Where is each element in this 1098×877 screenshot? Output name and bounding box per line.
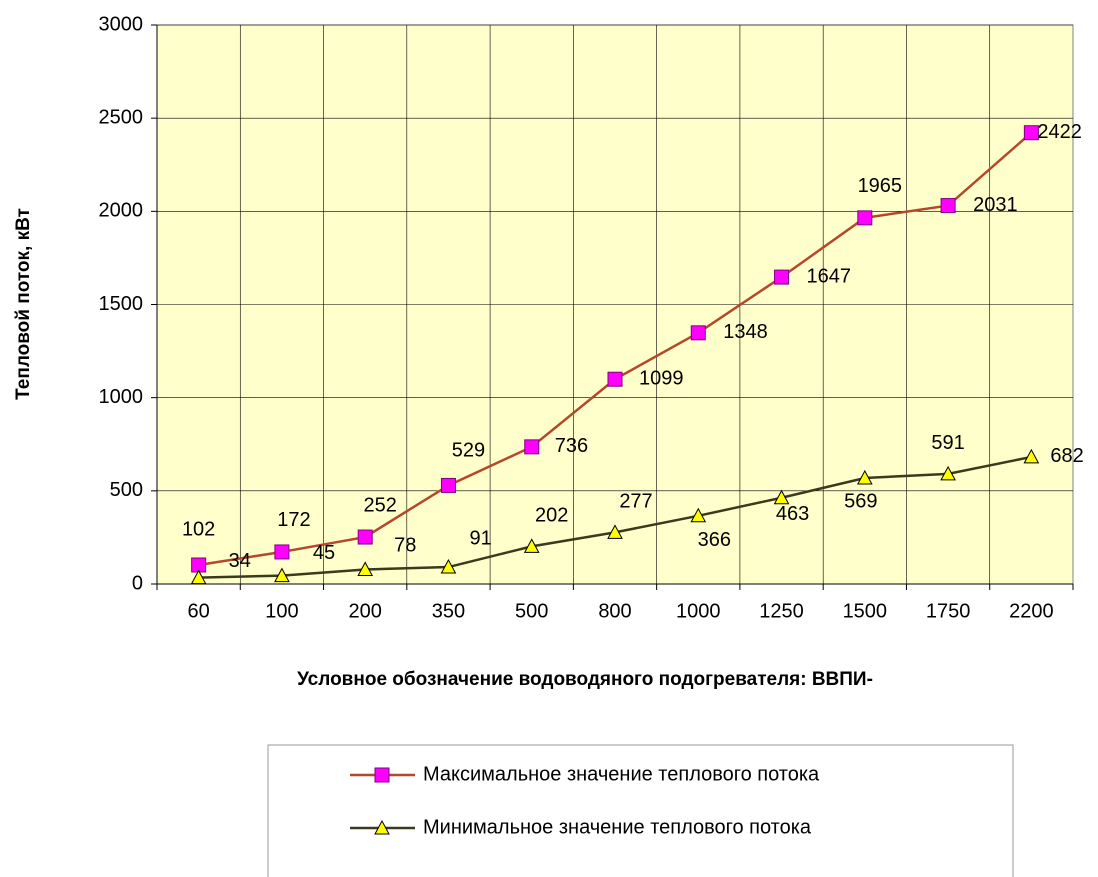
x-tick-label: 100 <box>265 600 298 622</box>
data-label: 2031 <box>973 194 1018 216</box>
legend-marker <box>374 819 390 835</box>
data-label: 682 <box>1050 445 1083 467</box>
data-label: 529 <box>452 440 485 462</box>
data-point <box>440 558 457 574</box>
data-label: 2422 <box>1037 121 1082 143</box>
legend-marker <box>374 767 390 783</box>
data-point <box>607 524 623 539</box>
y-tick-label: 3000 <box>99 13 144 35</box>
x-tick-label: 500 <box>515 600 548 622</box>
y-tick-label: 2000 <box>99 200 144 222</box>
legend-box <box>267 744 1014 877</box>
data-point <box>357 561 374 576</box>
y-tick-label: 1500 <box>99 293 144 315</box>
data-label: 34 <box>229 550 251 572</box>
data-point <box>1023 448 1040 464</box>
x-tick-label: 2200 <box>1009 600 1054 622</box>
data-label: 591 <box>931 432 964 454</box>
x-tick-label: 350 <box>432 600 465 622</box>
data-point <box>607 371 623 387</box>
data-point <box>773 489 790 505</box>
data-label: 172 <box>277 509 310 531</box>
legend-label: Минимальное значение теплового потока <box>423 816 812 838</box>
x-tick-label: 1750 <box>926 600 971 622</box>
data-point <box>857 210 873 226</box>
y-axis-label: Тепловой поток, кВт <box>13 208 34 400</box>
x-tick-label: 1250 <box>759 600 804 622</box>
data-point <box>690 325 706 341</box>
data-point <box>274 567 290 583</box>
data-label: 1965 <box>858 175 903 197</box>
data-label: 102 <box>182 518 215 540</box>
data-point <box>774 269 790 285</box>
x-tick-label: 60 <box>188 600 210 622</box>
data-point <box>524 439 540 455</box>
data-label: 736 <box>555 435 588 457</box>
data-point <box>274 544 290 560</box>
x-tick-label: 1000 <box>676 600 721 622</box>
data-label: 463 <box>776 503 809 525</box>
data-label: 1647 <box>807 265 852 287</box>
data-label: 277 <box>619 491 652 513</box>
y-tick-label: 500 <box>110 479 143 501</box>
data-label: 202 <box>535 505 568 527</box>
x-tick-label: 800 <box>598 600 631 622</box>
data-label: 1099 <box>639 368 684 390</box>
legend-label: Максимальное значение теплового потока <box>423 763 820 785</box>
y-tick-label: 1000 <box>99 386 144 408</box>
data-point <box>523 538 540 553</box>
data-point <box>940 198 956 214</box>
data-point <box>1023 125 1039 141</box>
data-point <box>440 477 456 493</box>
x-axis-label: Условное обозначение водоводяного подогр… <box>297 669 873 690</box>
data-label: 569 <box>844 490 877 512</box>
data-point <box>690 507 707 523</box>
y-tick-label: 0 <box>132 572 143 594</box>
data-label: 45 <box>313 542 335 564</box>
x-tick-label: 1500 <box>843 600 888 622</box>
data-point <box>856 469 873 485</box>
data-point <box>940 465 956 481</box>
data-point <box>357 529 373 545</box>
data-label: 78 <box>394 535 416 557</box>
data-label: 91 <box>469 527 491 549</box>
x-tick-label: 200 <box>348 600 381 622</box>
data-point <box>190 569 207 585</box>
y-tick-label: 2500 <box>99 106 144 128</box>
data-label: 252 <box>363 494 396 516</box>
data-label: 366 <box>698 529 731 551</box>
data-label: 1348 <box>723 321 768 343</box>
